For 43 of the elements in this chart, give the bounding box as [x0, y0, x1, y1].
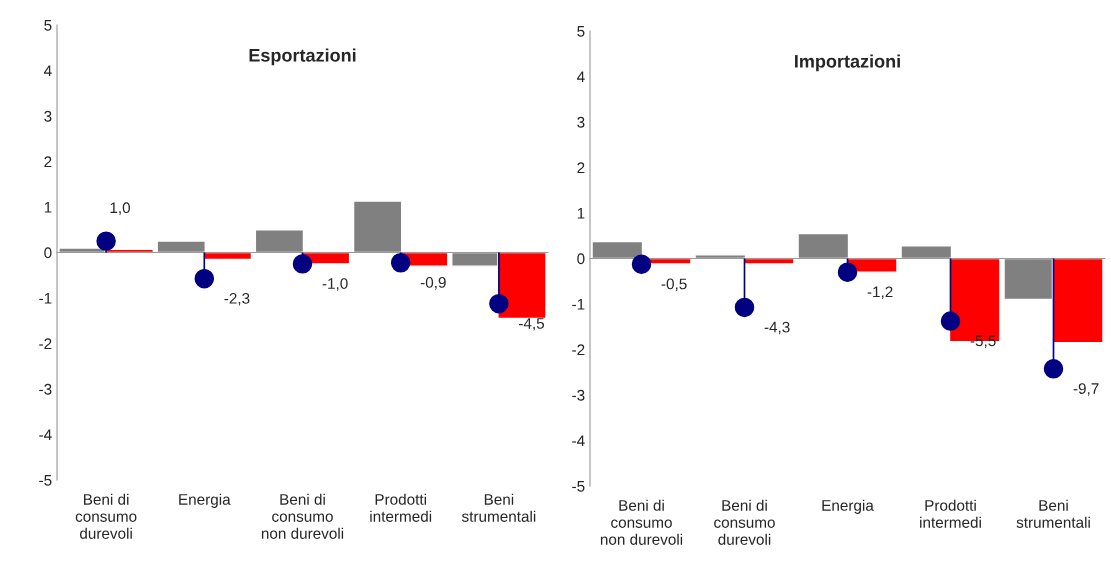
y-tick-label: -4 [39, 429, 52, 441]
y-tick-label: -2 [39, 338, 52, 350]
y-tick-label: 5 [44, 20, 52, 31]
y-tick-label: 4 [43, 65, 52, 77]
data-label: -4,5 [519, 318, 545, 331]
text: Esportazioni [249, 48, 356, 66]
data-label: -0,5 [661, 278, 687, 292]
x-tick-label: Beni strumentali [461, 493, 536, 522]
text: Importazioni [795, 54, 900, 72]
y-tick-label: 2 [44, 156, 52, 168]
y-tick-label: -5 [572, 481, 585, 492]
y-tick-label: -3 [572, 389, 585, 401]
y-tick-label: 0 [44, 247, 52, 259]
y-tick-label: -1 [39, 293, 52, 304]
y-tick-label: -1 [572, 299, 585, 310]
x-tick-label: Energia [822, 499, 874, 514]
y-tick-label: -5 [39, 475, 52, 486]
x-tick-label: Prodotti intermedi [370, 493, 432, 522]
x-tick-label: Energia [179, 493, 231, 508]
y-tick-label: 4 [576, 71, 585, 83]
data-label: -0,9 [420, 277, 446, 290]
x-tick-label: Beni di consumo durevoli [75, 493, 137, 539]
x-tick-label: Beni di consumo non durevoli [261, 493, 344, 539]
y-tick-label: -4 [572, 435, 585, 447]
data-label: -9,7 [1073, 383, 1099, 396]
y-tick-label: 0 [577, 253, 585, 265]
y-tick-label: 1 [44, 202, 52, 213]
data-label: -2,3 [224, 292, 250, 306]
y-tick-label: 5 [577, 26, 585, 37]
data-label: -1,2 [867, 286, 893, 300]
y-tick-label: 3 [577, 116, 585, 128]
x-tick-label: Prodotti intermedi [920, 499, 981, 528]
y-tick-label: 2 [577, 162, 585, 174]
x-tick-label: Beni strumentali [1016, 499, 1090, 528]
x-tick-label: Beni di consumo non durevoli [600, 499, 683, 545]
data-label: 1,0 [110, 202, 131, 215]
y-tick-label: 1 [577, 208, 585, 219]
x-tick-label: Beni di consumo durevoli [714, 499, 775, 545]
data-label: -1,0 [322, 278, 348, 291]
y-tick-label: -2 [572, 344, 585, 356]
y-tick-label: 3 [44, 110, 52, 122]
data-label: -4,3 [764, 321, 790, 335]
y-tick-label: -3 [39, 383, 52, 395]
